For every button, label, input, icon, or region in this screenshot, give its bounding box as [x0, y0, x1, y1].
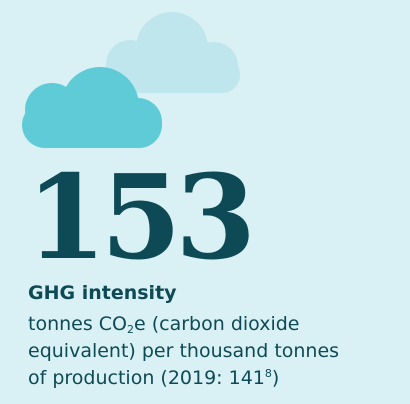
clouds	[22, 12, 240, 148]
description-line: tonnes CO2e (carbon dioxide	[28, 311, 339, 338]
light-cloud	[104, 12, 240, 93]
stat-value: 153	[26, 150, 256, 286]
text: )	[271, 367, 280, 389]
stat-description: tonnes CO2e (carbon dioxide equivalent) …	[28, 311, 339, 392]
text: of production (2019: 141	[28, 367, 265, 389]
text: e (carbon dioxide	[134, 313, 300, 335]
description-line: of production (2019: 1418)	[28, 365, 339, 392]
description-line: equivalent) per thousand tonnes	[28, 340, 340, 362]
dark-cloud	[22, 67, 162, 148]
text: tonnes CO	[28, 313, 128, 335]
stat-label: GHG intensity	[28, 282, 177, 304]
footnote-mark: 8	[264, 367, 272, 380]
subscript: 2	[127, 323, 135, 336]
